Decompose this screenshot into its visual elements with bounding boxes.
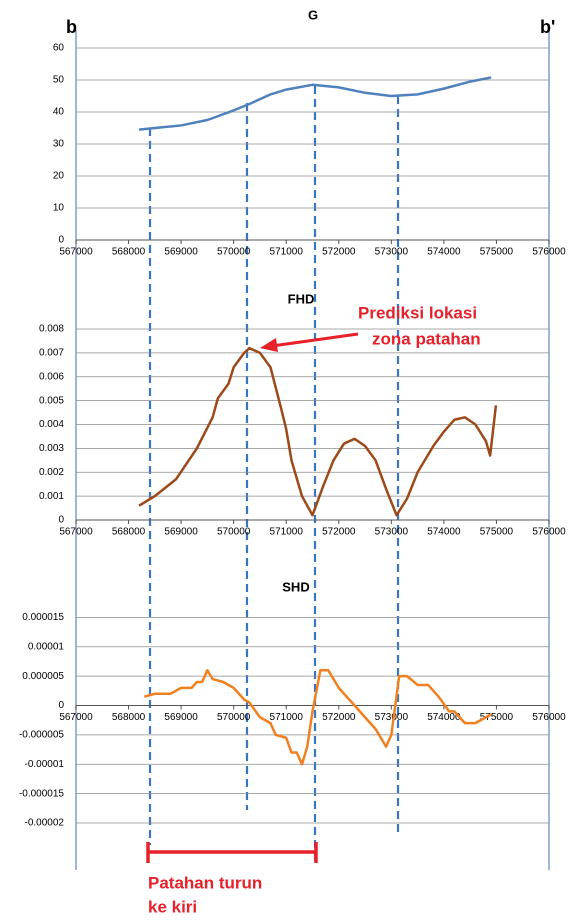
x-tick-label: 576000: [532, 247, 566, 258]
x-tick-label: 570000: [217, 527, 251, 538]
x-tick-label: 576000: [532, 527, 566, 538]
x-tick-label: 568000: [112, 247, 146, 258]
annotation: Prediksi lokasi: [358, 303, 477, 322]
x-tick-label: 573000: [375, 527, 409, 538]
x-tick-label: 567000: [59, 712, 93, 723]
y-tick-label: -0.00002: [25, 818, 65, 829]
annotation: zona patahan: [372, 329, 481, 348]
chart-title: SHD: [282, 579, 309, 594]
y-tick-label: 0.000015: [22, 612, 64, 623]
x-tick-label: 575000: [480, 712, 514, 723]
x-tick-label: 569000: [164, 527, 198, 538]
y-tick-label: 0.008: [39, 324, 64, 335]
fault-bracket: [146, 842, 318, 863]
chart-title: FHD: [288, 291, 315, 306]
y-tick-label: 0.003: [39, 443, 64, 454]
x-tick-label: 574000: [427, 712, 461, 723]
y-tick-label: 40: [53, 107, 65, 118]
data-line: [138, 76, 492, 131]
x-tick-label: 569000: [164, 712, 198, 723]
y-tick-label: -0.000005: [19, 730, 64, 741]
x-tick-label: 567000: [59, 527, 93, 538]
x-tick-label: 573000: [375, 247, 409, 258]
y-tick-label: 0: [58, 515, 64, 526]
y-tick-label: 0: [58, 235, 64, 246]
x-tick-label: 573000: [375, 712, 409, 723]
data-line: [138, 346, 498, 517]
y-tick-label: 0.002: [39, 467, 64, 478]
x-tick-label: 570000: [217, 712, 251, 723]
guide-lines: [148, 86, 400, 865]
y-tick-label: -0.00001: [25, 759, 65, 770]
y-tick-label: 20: [53, 171, 65, 182]
x-tick-label: 576000: [532, 712, 566, 723]
arrow-head: [260, 338, 278, 352]
x-tick-label: 574000: [427, 247, 461, 258]
y-tick-label: 30: [53, 139, 65, 150]
x-tick-label: 569000: [164, 247, 198, 258]
data-line: [143, 669, 492, 766]
x-tick-label: 568000: [112, 527, 146, 538]
left-label: b: [66, 17, 77, 37]
x-tick-label: 571000: [270, 247, 304, 258]
y-tick-label: 0.005: [39, 395, 64, 406]
y-tick-label: 60: [53, 43, 65, 54]
chart-title: G: [308, 7, 318, 22]
annotation: ke kiri: [148, 897, 197, 916]
x-tick-label: 568000: [112, 712, 146, 723]
x-tick-label: 575000: [480, 247, 514, 258]
annotation: Patahan turun: [148, 873, 262, 892]
y-tick-label: 50: [53, 75, 65, 86]
y-tick-label: 0.00001: [28, 641, 65, 652]
x-tick-label: 571000: [270, 527, 304, 538]
y-tick-label: 0: [58, 700, 64, 711]
y-tick-label: 0.007: [39, 348, 64, 359]
x-tick-label: 570000: [217, 247, 251, 258]
x-tick-label: 572000: [322, 247, 356, 258]
arrow: [271, 332, 359, 348]
x-tick-label: 571000: [270, 712, 304, 723]
y-tick-label: -0.000015: [19, 788, 64, 799]
y-tick-label: 0.001: [39, 491, 64, 502]
y-tick-label: 0.000005: [22, 671, 64, 682]
right-label: b': [540, 17, 555, 37]
x-tick-label: 572000: [322, 527, 356, 538]
y-tick-label: 10: [53, 203, 65, 214]
y-tick-label: 0.004: [39, 419, 64, 430]
x-tick-label: 567000: [59, 247, 93, 258]
x-tick-label: 575000: [480, 527, 514, 538]
x-tick-label: 574000: [427, 527, 461, 538]
x-tick-label: 572000: [322, 712, 356, 723]
y-tick-label: 0.006: [39, 371, 64, 382]
